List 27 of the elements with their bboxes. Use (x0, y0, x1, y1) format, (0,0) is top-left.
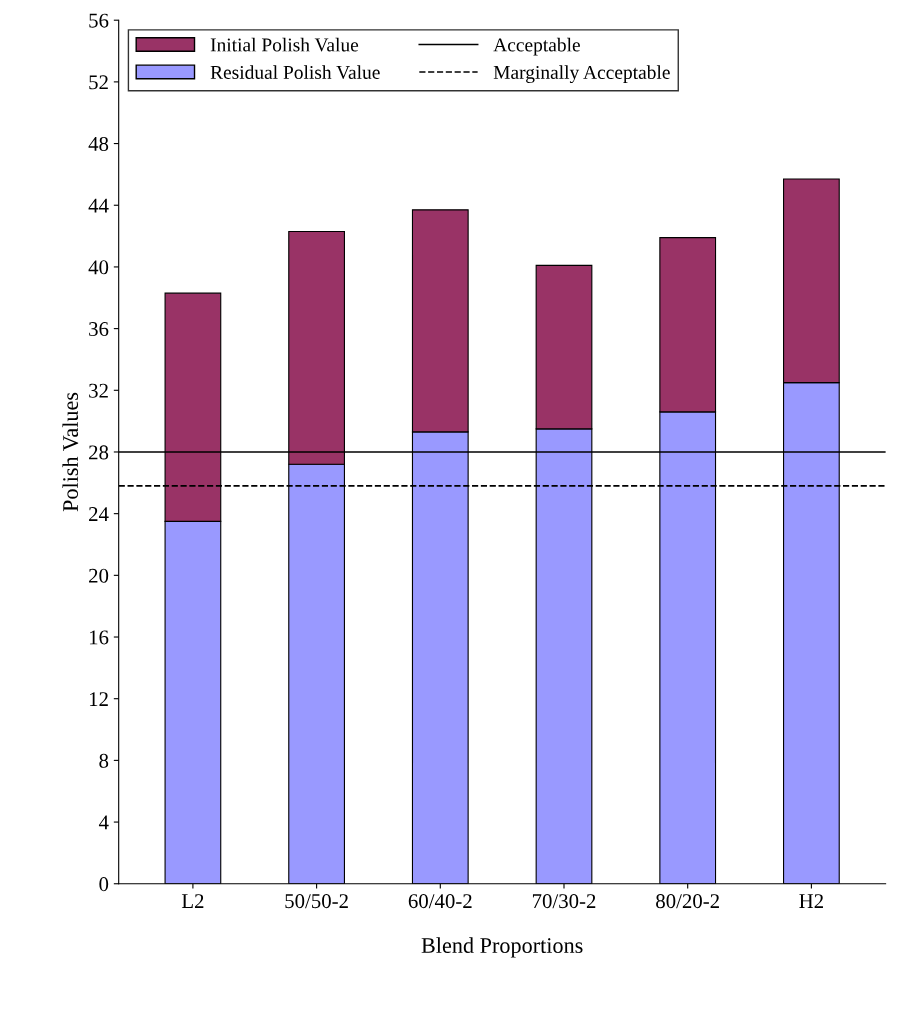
y-axis-title: Polish Values (62, 392, 79, 512)
y-tick-label: 8 (99, 753, 109, 768)
y-tick-label: 28 (89, 445, 109, 460)
legend-label: Acceptable (493, 37, 580, 56)
y-tick-label: 48 (88, 136, 109, 151)
y-tick-label: 0 (99, 877, 109, 892)
x-tick-label: 80/20-2 (656, 894, 719, 909)
y-tick-label: 44 (88, 198, 109, 213)
legend-label: Residual Polish Value (210, 65, 380, 80)
x-axis-title: Blend Proportions (421, 937, 583, 958)
y-tick-label: 56 (89, 13, 109, 28)
y-tick-label: 12 (89, 692, 108, 706)
x-tick-label: 60/40-2 (408, 894, 472, 909)
y-tick-label: 24 (89, 507, 109, 521)
y-tick-label: 32 (89, 383, 108, 398)
x-tick-label: H2 (799, 894, 823, 908)
y-tick-label: 36 (89, 322, 109, 337)
y-tick-label: 4 (98, 815, 109, 830)
y-tick-label: 40 (88, 260, 109, 275)
x-tick-label: L2 (181, 894, 204, 908)
y-tick-label: 20 (89, 568, 109, 583)
legend-label: Marginally Acceptable (493, 65, 670, 83)
legend-label: Initial Polish Value (210, 37, 359, 52)
x-tick-label: 50/50-2 (285, 894, 348, 909)
y-tick-label: 16 (89, 630, 109, 645)
y-tick-label: 52 (89, 75, 108, 90)
x-tick-label: 70/30-2 (532, 894, 596, 909)
